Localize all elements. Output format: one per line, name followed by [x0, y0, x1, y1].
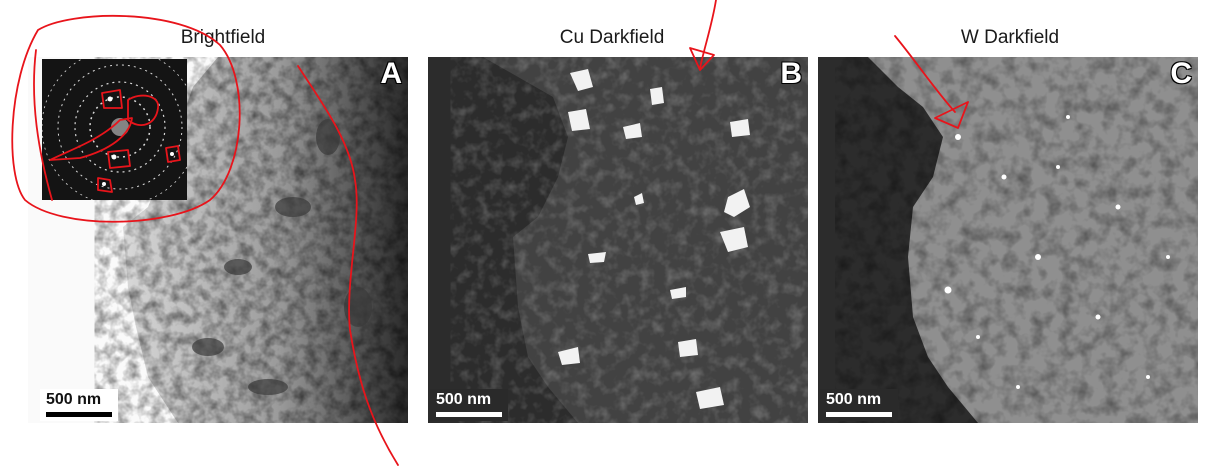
- scale-label-c: 500 nm: [826, 391, 882, 408]
- scale-line-a: [46, 412, 112, 417]
- cu-darkfield-micrograph: B 500 nm: [428, 57, 808, 423]
- panel-title-brightfield: Brightfield: [180, 27, 266, 48]
- scale-line-b: [436, 412, 502, 417]
- panel-title-w-darkfield: W Darkfield: [960, 27, 1060, 48]
- scale-bar-c: 500 nm: [820, 389, 898, 421]
- w-darkfield-micrograph: C 500 nm: [818, 57, 1198, 423]
- scale-bar-b: 500 nm: [430, 389, 508, 421]
- panel-letter-a: A: [380, 57, 402, 90]
- brightfield-micrograph: A 500 nm: [28, 57, 408, 423]
- scale-bar-a: 500 nm: [40, 389, 118, 421]
- panel-letter-b: B: [780, 57, 802, 90]
- scale-label-b: 500 nm: [436, 391, 492, 408]
- scale-line-c: [826, 412, 892, 417]
- panel-letter-c: C: [1170, 57, 1192, 90]
- diffraction-pattern-inset: [42, 59, 187, 200]
- panel-title-cu-darkfield: Cu Darkfield: [559, 27, 665, 48]
- scale-label-a: 500 nm: [46, 391, 102, 408]
